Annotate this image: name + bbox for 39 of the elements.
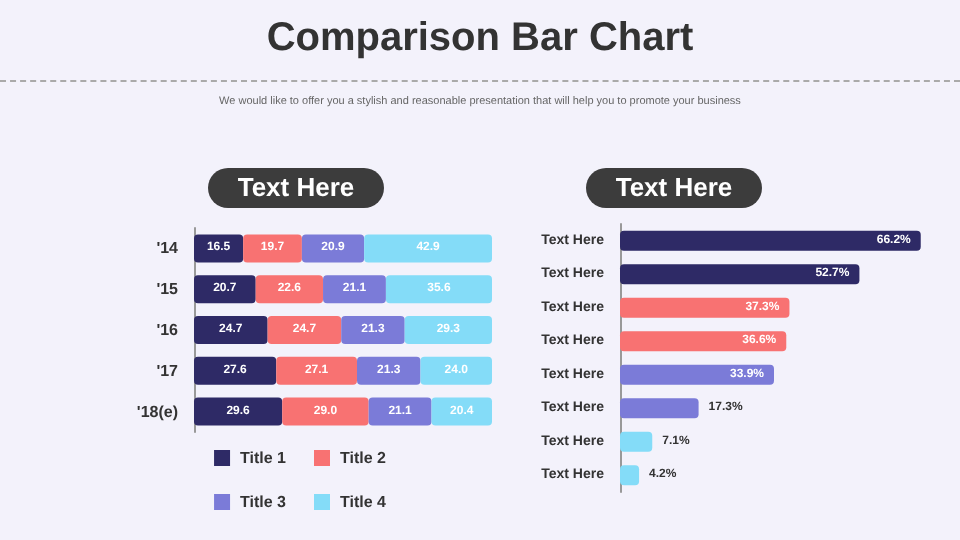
bar [301, 234, 365, 263]
bar [620, 264, 860, 285]
y-tick-label: '18(e) [136, 402, 179, 421]
bar [255, 275, 324, 304]
bar [341, 316, 405, 344]
chart-title: Text Here [586, 168, 762, 208]
bar [276, 356, 358, 385]
y-tick-label: '16 [156, 321, 180, 339]
legend-label: Title 3 [240, 493, 288, 511]
bar [620, 398, 699, 419]
bar [404, 316, 492, 344]
text: Comparison Bar Chart [264, 16, 696, 62]
bar [620, 297, 790, 318]
y-tick-label: '14 [156, 239, 180, 258]
bar [357, 356, 421, 385]
y-tick-label: '15 [156, 280, 180, 299]
bar [194, 356, 277, 385]
legend-label: Title 1 [240, 449, 288, 467]
legend-label: Title 4 [340, 493, 388, 511]
bar [385, 275, 492, 304]
y-tick-label: '17 [156, 361, 180, 380]
legend-label: Title 2 [340, 449, 388, 467]
bar [194, 275, 256, 304]
bar [194, 397, 283, 426]
bar [194, 316, 268, 344]
bar [282, 397, 369, 426]
bar [620, 364, 774, 385]
bar [431, 397, 492, 426]
bar [620, 331, 787, 352]
bar [243, 234, 302, 263]
bar [267, 316, 342, 344]
bar [620, 431, 653, 452]
bar [620, 230, 921, 251]
bar [364, 234, 492, 263]
bar [368, 397, 432, 426]
bar [420, 356, 492, 385]
bar [620, 465, 640, 486]
bar [323, 275, 386, 304]
chart-title: Text Here [208, 168, 384, 208]
